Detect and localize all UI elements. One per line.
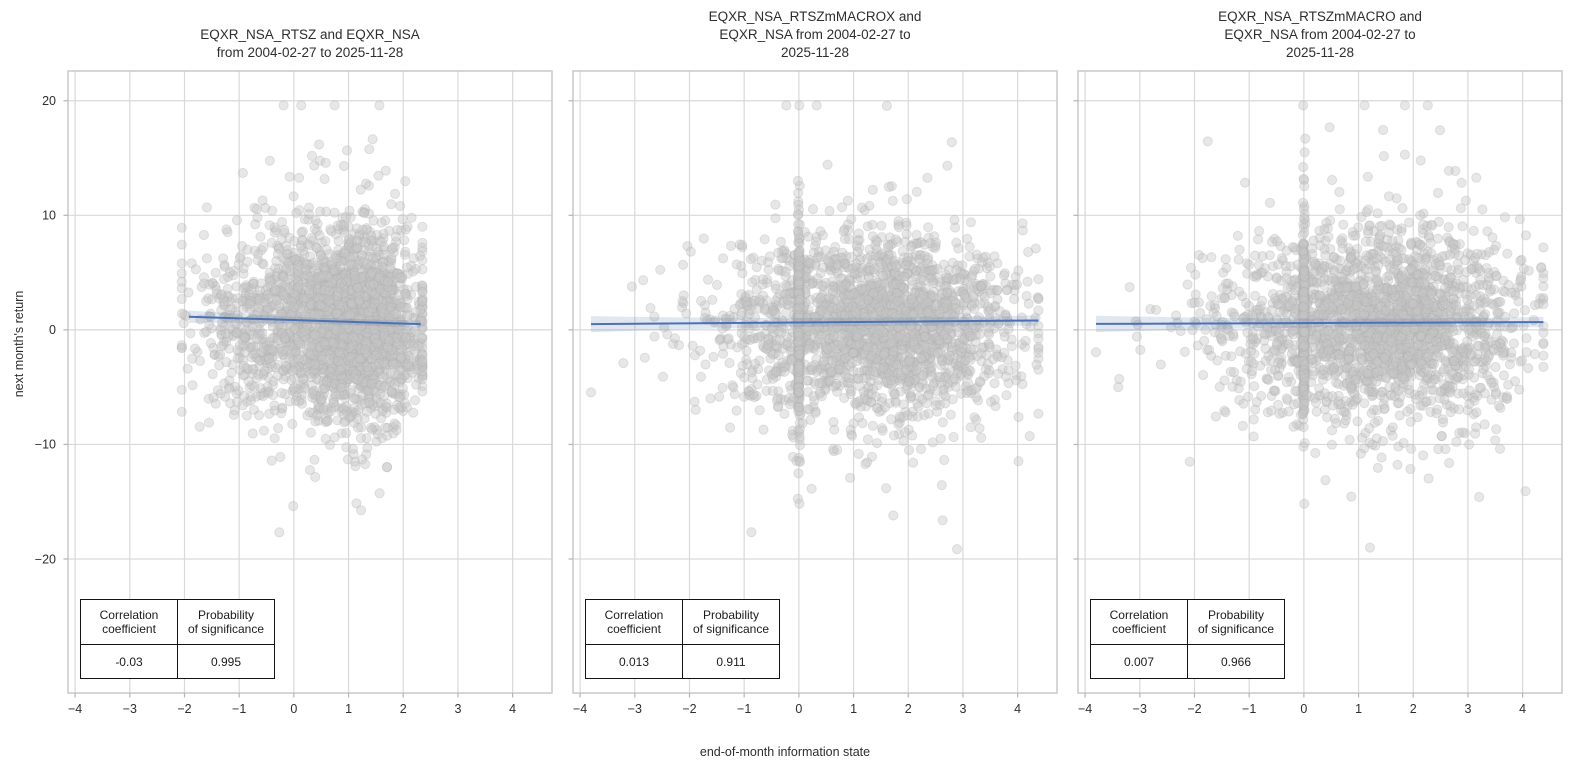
panel-spine-1 [67,70,553,694]
panel-spine-2 [572,70,1058,694]
panel-title-1: EQXR_NSA_RTSZ and EQXR_NSA from 2004-02-… [200,27,420,60]
scatter-points-2 [585,100,1044,555]
regression-line-1 [188,315,421,326]
stats-table-header-row: Correlation coefficient Probability of s… [80,599,275,645]
tick-marks-2 [568,100,1019,698]
panel-background-2 [573,71,1057,693]
stats-value-correlation: 0.013 [585,644,683,679]
stats-value-correlation: 0.007 [1090,644,1188,679]
scatter-points-3 [1090,100,1549,553]
y-axis-label: next month's return [12,290,26,398]
x-tick-labels-1: −4 −3 −2 −1 0 1 2 3 4 [68,702,516,716]
stats-header-probability-of-significance: Probability of significance [682,599,780,645]
tick-marks-3 [1073,100,1524,698]
scatter-points-1 [176,100,428,538]
svg-text:4: 4 [509,702,516,716]
stats-header-probability-of-significance: Probability of significance [177,599,275,645]
svg-text:0: 0 [49,323,56,337]
svg-text:−20: −20 [35,552,56,566]
regression-line-2 [591,319,1039,326]
stats-value-probability: 0.995 [177,644,275,679]
grid-layer-3 [1078,71,1562,693]
stats-header-correlation-coefficient: Correlation coefficient [80,599,178,645]
stats-table-2: Correlation coefficient Probability of s… [585,599,780,679]
stats-table-header-row: Correlation coefficient Probability of s… [1090,599,1285,645]
regression-line-3 [1096,321,1544,325]
grid-layer-2 [573,71,1057,693]
stats-table-header-row: Correlation coefficient Probability of s… [585,599,780,645]
grid-layer-1 [68,71,552,693]
confidence-band-2 [591,315,1039,333]
tick-marks-1 [63,100,514,698]
stats-header-probability-of-significance: Probability of significance [1187,599,1285,645]
stats-header-correlation-coefficient: Correlation coefficient [1090,599,1188,645]
panel-background-3 [1078,71,1562,693]
stats-table-value-row: 0.013 0.911 [585,644,780,679]
x-tick-labels-2: −4 −3 −2 −1 0 1 2 3 4 [573,702,1021,716]
stats-value-probability: 0.966 [1187,644,1285,679]
svg-text:−3: −3 [123,702,137,716]
confidence-band-1 [188,310,421,328]
y-tick-labels: 20 10 0 −10 −20 [35,94,56,566]
svg-text:2: 2 [400,702,407,716]
panel-spine-3 [1077,70,1563,694]
svg-text:−10: −10 [35,438,56,452]
stats-value-probability: 0.911 [682,644,780,679]
svg-text:10: 10 [42,209,56,223]
svg-text:20: 20 [42,94,56,108]
stats-table-1: Correlation coefficient Probability of s… [80,599,275,679]
panel-title-2: EQXR_NSA_RTSZmMACROX and EQXR_NSA from 2… [708,9,922,60]
svg-text:−1: −1 [232,702,246,716]
svg-text:0: 0 [290,702,297,716]
svg-text:3: 3 [454,702,461,716]
panel-background-1 [68,71,552,693]
panel-title-3: EQXR_NSA_RTSZmMACRO and EQXR_NSA from 20… [1218,9,1422,60]
stats-table-3: Correlation coefficient Probability of s… [1090,599,1285,679]
svg-text:−4: −4 [68,702,82,716]
x-tick-labels-3: −4 −3 −2 −1 0 1 2 3 4 [1078,702,1526,716]
stats-table-value-row: 0.007 0.966 [1090,644,1285,679]
x-axis-label: end-of-month information state [699,745,871,759]
stats-table-value-row: -0.03 0.995 [80,644,275,679]
stats-value-correlation: -0.03 [80,644,178,679]
svg-text:1: 1 [345,702,352,716]
stats-header-correlation-coefficient: Correlation coefficient [585,599,683,645]
svg-text:−2: −2 [177,702,191,716]
